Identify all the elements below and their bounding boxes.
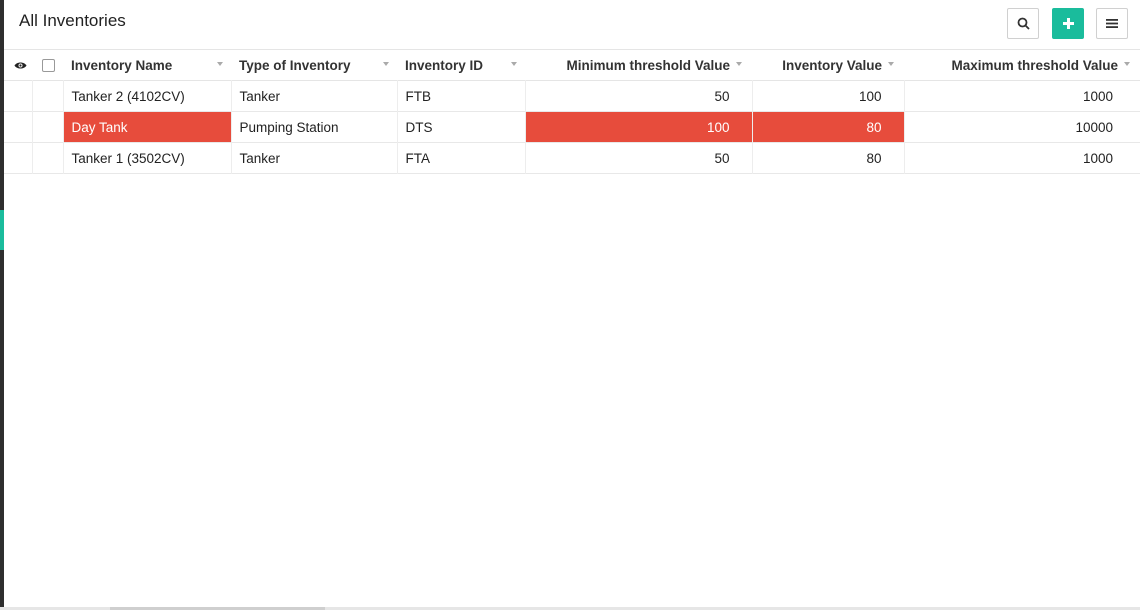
cell-type-of-inventory: Pumping Station — [231, 111, 398, 143]
row-visibility-cell — [4, 142, 33, 174]
sort-arrow-icon[interactable] — [217, 62, 223, 66]
cell-maximum-threshold: 10000 — [1075, 119, 1113, 135]
inventory-table: Inventory Name Type of Inventory Invento… — [4, 49, 1140, 174]
cell-minimum-threshold: 100 — [525, 111, 753, 143]
row-select-cell[interactable] — [32, 111, 64, 143]
column-header-inventory-value[interactable]: Inventory Value — [752, 50, 904, 81]
select-all-checkbox[interactable] — [42, 59, 55, 73]
cell-minimum-threshold: 50 — [525, 80, 753, 112]
search-icon — [1017, 17, 1030, 30]
cell-inventory-id: FTA — [397, 142, 526, 174]
plus-icon — [1062, 18, 1074, 29]
left-sidebar-edge — [0, 0, 4, 610]
row-visibility-cell — [4, 111, 33, 143]
row-select-cell[interactable] — [32, 142, 64, 174]
column-header-label: Inventory Value — [782, 57, 882, 73]
cell-maximum-threshold: 1000 — [1082, 150, 1113, 166]
column-header-inventory-id[interactable]: Inventory ID — [397, 50, 525, 81]
page-title: All Inventories — [19, 11, 126, 30]
hamburger-icon — [1106, 19, 1118, 28]
cell-inventory-name: Tanker 1 (3502CV) — [63, 142, 232, 174]
cell-inventory-value: 80 — [752, 111, 905, 143]
search-button[interactable] — [1007, 8, 1039, 39]
cell-inventory-name: Day Tank — [63, 111, 232, 143]
menu-button[interactable] — [1096, 8, 1128, 39]
row-select-cell[interactable] — [32, 80, 64, 112]
page-header: All Inventories — [4, 0, 1140, 48]
cell-minimum-threshold: 50 — [525, 142, 753, 174]
table-header-row: Inventory Name Type of Inventory Invento… — [4, 49, 1140, 81]
sidebar-active-indicator — [0, 210, 4, 250]
column-header-type-of-inventory[interactable]: Type of Inventory — [231, 50, 397, 81]
column-header-label: Inventory Name — [71, 57, 173, 73]
row-visibility-cell — [4, 80, 33, 112]
sort-arrow-icon[interactable] — [736, 62, 742, 66]
column-header-inventory-name[interactable]: Inventory Name — [63, 50, 231, 81]
column-header-maximum-threshold[interactable]: Maximum threshold Value — [904, 50, 1140, 81]
inventory-table-container: Inventory Name Type of Inventory Invento… — [4, 49, 1140, 174]
column-header-label: Type of Inventory — [239, 57, 351, 73]
cell-maximum-threshold: 1000 — [1082, 88, 1113, 104]
column-header-label: Minimum threshold Value — [566, 57, 730, 73]
sort-arrow-icon[interactable] — [511, 62, 517, 66]
cell-type-of-inventory: Tanker — [231, 142, 398, 174]
select-all-header — [32, 50, 63, 81]
sort-arrow-icon[interactable] — [888, 62, 894, 66]
cell-inventory-id: DTS — [397, 111, 526, 143]
sort-arrow-icon[interactable] — [383, 62, 389, 66]
scrollbar-thumb[interactable] — [110, 607, 325, 610]
horizontal-scrollbar[interactable] — [0, 607, 1140, 610]
add-inventory-button[interactable] — [1052, 8, 1084, 39]
column-header-label: Inventory ID — [405, 57, 484, 73]
table-row[interactable]: Day Tank Pumping Station DTS 100 80 1000… — [4, 111, 1140, 143]
cell-inventory-value: 80 — [752, 142, 905, 174]
eye-icon — [14, 62, 27, 68]
sort-arrow-icon[interactable] — [1124, 62, 1130, 66]
cell-inventory-name: Tanker 2 (4102CV) — [63, 80, 232, 112]
column-header-minimum-threshold[interactable]: Minimum threshold Value — [525, 50, 752, 81]
table-row[interactable]: Tanker 2 (4102CV) Tanker FTB 50 100 1000 — [4, 80, 1140, 112]
cell-inventory-value: 100 — [752, 80, 905, 112]
table-row[interactable]: Tanker 1 (3502CV) Tanker FTA 50 80 1000 — [4, 142, 1140, 174]
cell-inventory-id: FTB — [397, 80, 526, 112]
cell-type-of-inventory: Tanker — [231, 80, 398, 112]
visibility-column-header[interactable] — [4, 50, 32, 81]
column-header-label: Maximum threshold Value — [951, 57, 1118, 73]
